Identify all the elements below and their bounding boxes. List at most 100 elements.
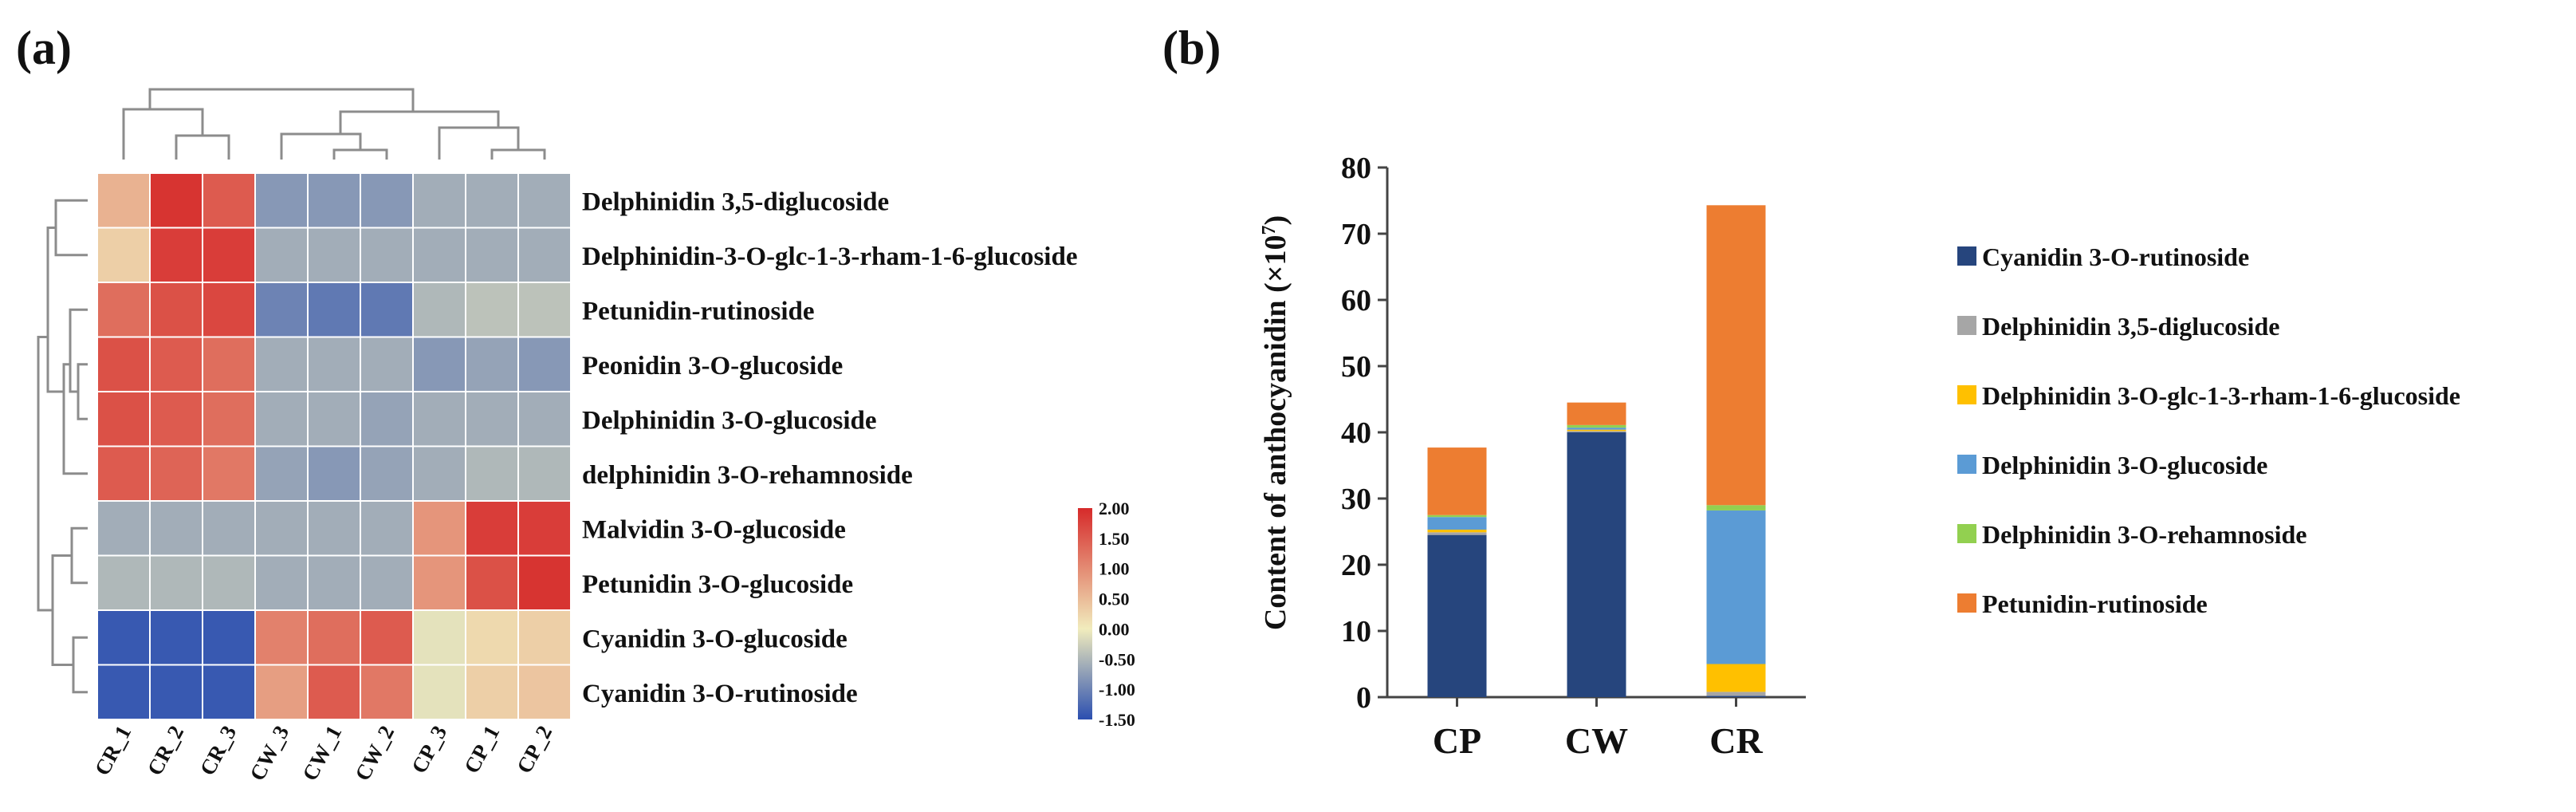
bar-segment: [1706, 664, 1766, 692]
column-dendrogram-branch: [280, 132, 362, 160]
bar-y-axis-label-base: Content of anthocyanidin (×10: [1259, 235, 1292, 631]
heatmap-row-label: Delphinidin 3-O-glucoside: [582, 406, 877, 435]
heatmap-column-label: CP_1: [459, 722, 504, 778]
heatmap-cell-2-0: [96, 282, 151, 338]
heatmap-cell-3-6: [412, 336, 466, 392]
row-dendrogram-branch: [72, 636, 88, 694]
colorbar-tick-label: 1.50: [1099, 529, 1130, 549]
legend-label: Delphinidin 3,5-diglucoside: [1982, 312, 2279, 341]
heatmap-cell-4-4: [307, 391, 361, 447]
heatmap-cell-5-5: [360, 445, 414, 502]
heatmap-cell-1-2: [202, 227, 256, 283]
bar-legend: Cyanidin 3-O-rutinoside Delphinidin 3,5-d…: [1957, 242, 2460, 618]
heatmap-cell-7-0: [96, 554, 151, 611]
heatmap-cell-1-4: [307, 227, 361, 283]
heatmap-cell-0-8: [517, 172, 572, 229]
panel-label-b: (b): [1162, 22, 1221, 74]
bar-y-tick-label: 0: [1356, 681, 1371, 715]
heatmap-cell-1-6: [412, 227, 466, 283]
row-dendrogram-branch: [51, 554, 73, 666]
legend-label: Delphinidin 3-O-glucoside: [1982, 451, 2267, 479]
heatmap-cell-9-3: [254, 664, 309, 720]
column-dendrogram-branch: [490, 148, 546, 160]
bar-y-tick-label: 60: [1341, 284, 1371, 317]
heatmap-cell-5-6: [412, 445, 466, 502]
panel-label-a: (a): [16, 22, 72, 74]
heatmap-cell-8-2: [202, 609, 256, 666]
heatmap-cell-6-1: [149, 500, 203, 557]
heatmap-cell-3-8: [517, 336, 572, 392]
heatmap-cell-0-3: [254, 172, 309, 229]
bar-segment: [1427, 447, 1487, 515]
bar-segment: [1427, 534, 1487, 697]
row-dendrogram-branch: [46, 227, 64, 393]
heatmap-cell-6-3: [254, 500, 309, 557]
heatmap-row-label: Petunidin-rutinoside: [582, 297, 815, 325]
bar-segment: [1706, 505, 1766, 510]
heatmap-cell-7-6: [412, 554, 466, 611]
heatmap-column-labels: CR_1 CR_2 CR_3 CW_3 CW_1 CW_2 CP_3 CP_1 CP_2: [90, 722, 556, 785]
heatmap-cell-5-7: [465, 445, 519, 502]
heatmap-cell-3-5: [360, 336, 414, 392]
legend-label: Cyanidin 3-O-rutinoside: [1982, 242, 2249, 271]
heatmap-cell-9-5: [360, 664, 414, 720]
heatmap-cell-6-2: [202, 500, 256, 557]
heatmap-cell-4-7: [465, 391, 519, 447]
heatmap-cell-1-1: [149, 227, 203, 283]
stacked-bar-chart: Content of anthocyanidin (×107) 0 10 20 30 4…: [1259, 152, 2460, 761]
row-dendrogram-branch: [54, 199, 88, 257]
colorbar-tick-label: 2.00: [1099, 499, 1130, 518]
heatmap-cell-7-2: [202, 554, 256, 611]
heatmap-cell-1-5: [360, 227, 414, 283]
colorbar-scale: [1078, 508, 1092, 719]
bar-segment: [1706, 510, 1766, 664]
heatmap-cell-8-8: [517, 609, 572, 666]
heatmap-cell-8-4: [307, 609, 361, 666]
bar-segment: [1427, 517, 1487, 530]
bar-y-axis-label-exponent: 7: [1259, 226, 1280, 235]
heatmap-cell-5-1: [149, 445, 203, 502]
row-dendrogram-branch: [37, 336, 53, 612]
heatmap-cell-9-6: [412, 664, 466, 720]
heatmap-column-label: CW_2: [350, 722, 399, 785]
heatmap-cell-2-5: [360, 282, 414, 338]
bar-segment: [1567, 429, 1626, 432]
heatmap-cell-4-1: [149, 391, 203, 447]
heatmap-cell-0-7: [465, 172, 519, 229]
legend-label: Petunidin-rutinoside: [1982, 589, 2208, 618]
heatmap-cell-5-3: [254, 445, 309, 502]
heatmap-cell-3-1: [149, 336, 203, 392]
heatmap-cell-4-3: [254, 391, 309, 447]
heatmap-dendrograms: [37, 88, 546, 694]
heatmap-cell-9-1: [149, 664, 203, 720]
heatmap-row-label: delphinidin 3-O-rehamnoside: [582, 461, 913, 490]
heatmap-cell-3-7: [465, 336, 519, 392]
heatmap-cell-8-5: [360, 609, 414, 666]
heatmap-cell-4-8: [517, 391, 572, 447]
heatmap-cell-0-4: [307, 172, 361, 229]
bar-y-tick-label: 50: [1341, 350, 1371, 384]
heatmap-cell-5-2: [202, 445, 256, 502]
heatmap-cell-0-5: [360, 172, 414, 229]
bar-segment: [1427, 530, 1487, 533]
heatmap-cell-3-3: [254, 336, 309, 392]
heatmap-row-label: Cyanidin 3-O-glucoside: [582, 625, 848, 653]
heatmap-cell-9-7: [465, 664, 519, 720]
heatmap-cell-8-7: [465, 609, 519, 666]
heatmap-row-label: Peonidin 3-O-glucoside: [582, 352, 843, 380]
heatmap-cell-3-2: [202, 336, 256, 392]
heatmap-cell-7-3: [254, 554, 309, 611]
bar-stacks: [1427, 205, 1766, 697]
legend-swatch: [1957, 385, 1976, 404]
heatmap-cell-6-6: [412, 500, 466, 557]
heatmap-cell-4-0: [96, 391, 151, 447]
heatmap-column-label: CR_3: [195, 722, 241, 779]
column-dendrogram-branch: [148, 88, 415, 112]
bar-category-label: CW: [1565, 720, 1628, 761]
heatmap-cell-9-4: [307, 664, 361, 720]
colorbar-tick-label: 1.00: [1099, 559, 1130, 579]
column-dendrogram-branch: [332, 148, 388, 160]
colorbar-tick-label: 0.50: [1099, 589, 1130, 609]
bar-category-label: CP: [1433, 720, 1481, 761]
heatmap-cell-2-2: [202, 282, 256, 338]
